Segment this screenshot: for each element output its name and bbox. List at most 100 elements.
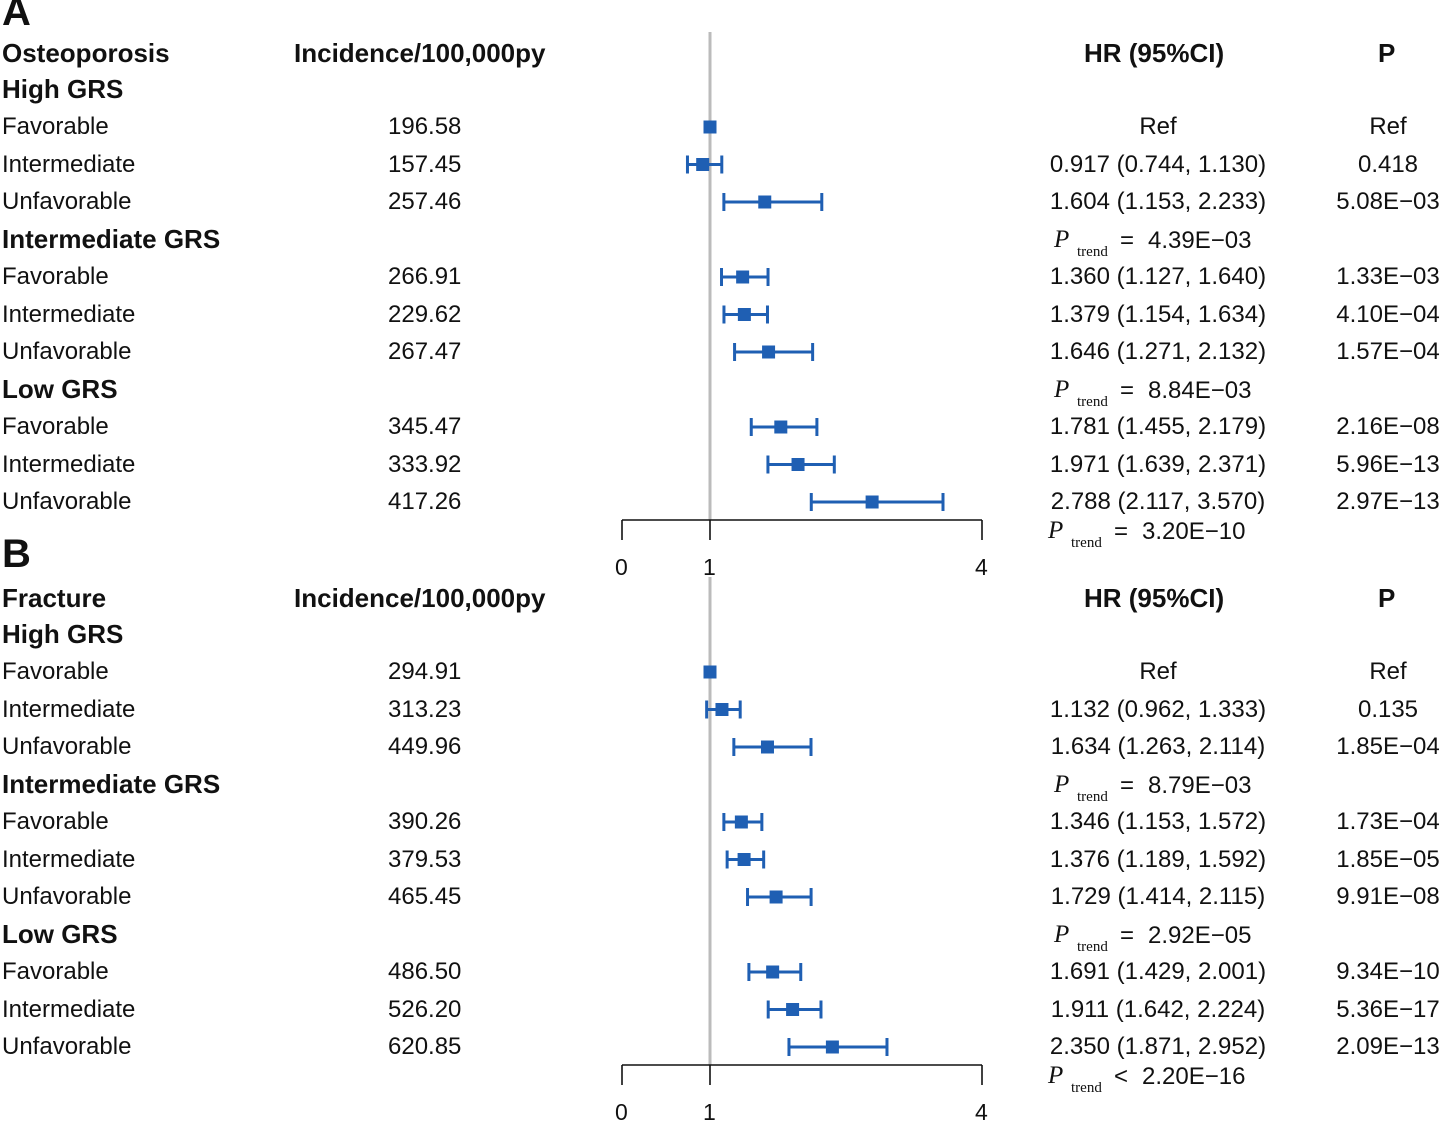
hr-point	[766, 965, 780, 979]
hr-ci-text: 1.346 (1.153, 1.572)	[1049, 808, 1267, 835]
hr-point	[786, 1003, 800, 1016]
hr-ci-text: 1.691 (1.429, 2.001)	[1049, 958, 1267, 985]
trend-p-symbol: P	[1054, 375, 1070, 403]
p-value: 1.85E−05	[1336, 845, 1440, 873]
hr-point	[760, 740, 774, 754]
hr-point	[715, 703, 729, 716]
hr-ci-text: 1.360 (1.127, 1.640)	[1049, 263, 1267, 290]
trend-value: 2.92E−05	[1148, 921, 1252, 949]
group-heading: Intermediate GRS	[2, 223, 221, 254]
p-value: 4.10E−04	[1336, 300, 1440, 328]
hr-ci-text: Ref	[1139, 113, 1177, 140]
trend-operator: =	[1114, 518, 1129, 545]
row-label: Unfavorable	[2, 883, 132, 910]
x-tick-label: 4	[975, 554, 988, 580]
p-value: 0.135	[1357, 695, 1419, 723]
incidence-value: 294.91	[388, 658, 462, 685]
panel-letter: A	[2, 0, 31, 34]
trend-p-symbol: P	[1054, 770, 1070, 798]
row-label: Unfavorable	[2, 338, 132, 365]
hr-point	[865, 495, 879, 509]
trend-p-symbol: P	[1048, 517, 1064, 544]
group-heading: Low GRS	[2, 373, 118, 404]
hr-ci-text: Ref	[1139, 658, 1177, 685]
x-tick-label: 0	[615, 1099, 628, 1125]
hr-point	[825, 1040, 839, 1054]
p-value: 1.33E−03	[1336, 263, 1440, 290]
incidence-value: 417.26	[388, 488, 462, 515]
group-heading: Intermediate GRS	[2, 768, 221, 799]
hr-point	[762, 345, 776, 359]
p-header: P	[1378, 38, 1396, 68]
row-label: Intermediate	[2, 450, 136, 478]
hr-point	[758, 195, 772, 209]
forest-plot	[621, 32, 983, 540]
incidence-value: 229.62	[388, 300, 462, 328]
panel-letter: B	[2, 532, 31, 576]
trend-subscript: trend	[1071, 1080, 1102, 1096]
trend-value: 4.39E−03	[1148, 226, 1252, 254]
trend-subscript: trend	[1077, 788, 1108, 805]
group-heading: Low GRS	[2, 918, 118, 949]
row-label: Favorable	[2, 958, 109, 985]
trend-value: 8.84E−03	[1148, 376, 1252, 404]
p-value: 9.91E−08	[1336, 883, 1440, 910]
incidence-value: 379.53	[388, 845, 462, 873]
trend-operator: =	[1120, 921, 1135, 949]
trend-subscript: trend	[1077, 243, 1108, 260]
hr-point	[696, 158, 710, 171]
p-value: 2.09E−13	[1336, 1033, 1440, 1060]
x-tick-label: 0	[615, 554, 628, 580]
hr-point	[737, 853, 751, 866]
trend-operator: <	[1114, 1063, 1129, 1090]
incidence-value: 257.46	[388, 188, 462, 215]
p-value: 5.36E−17	[1336, 995, 1440, 1023]
p-value: Ref	[1369, 658, 1407, 685]
hr-header: HR (95%CI)	[1084, 583, 1225, 613]
trend-value: 3.20E−10	[1142, 518, 1246, 545]
x-tick-label: 1	[703, 1099, 716, 1125]
hr-ci-text: 1.132 (0.962, 1.333)	[1049, 695, 1267, 723]
p-value: 1.73E−04	[1336, 808, 1440, 835]
trend-operator: =	[1120, 226, 1135, 254]
row-label: Intermediate	[2, 150, 136, 178]
hr-ci-text: 1.634 (1.263, 2.114)	[1050, 733, 1266, 760]
hr-ci-text: 2.350 (1.871, 2.952)	[1049, 1033, 1267, 1060]
p-value: 1.57E−04	[1336, 338, 1440, 365]
incidence-value: 333.92	[388, 450, 462, 478]
incidence-header: Incidence/100,000py	[294, 38, 546, 68]
row-label: Favorable	[2, 263, 109, 290]
hr-point	[791, 458, 805, 471]
trend-operator: =	[1120, 771, 1135, 799]
trend-p-symbol: P	[1054, 225, 1070, 253]
trend-subscript: trend	[1071, 535, 1102, 551]
trend-subscript: trend	[1077, 393, 1108, 410]
row-label: Unfavorable	[2, 188, 132, 215]
row-label: Unfavorable	[2, 1033, 132, 1060]
outcome-title: Osteoporosis	[2, 38, 170, 68]
trend-value: 2.20E−16	[1142, 1063, 1246, 1090]
p-header: P	[1378, 583, 1396, 613]
incidence-value: 157.45	[388, 150, 462, 178]
p-value: Ref	[1369, 113, 1407, 140]
outcome-title: Fracture	[2, 583, 107, 613]
trend-operator: =	[1120, 376, 1135, 404]
hr-ci-text: 1.729 (1.414, 2.115)	[1050, 883, 1266, 910]
p-value: 5.96E−13	[1336, 450, 1440, 478]
incidence-value: 267.47	[388, 338, 462, 365]
trend-p-symbol: P	[1048, 1062, 1064, 1089]
row-label: Favorable	[2, 113, 109, 140]
hr-ci-text: 1.646 (1.271, 2.132)	[1049, 338, 1267, 365]
hr-ci-text: 2.788 (2.117, 3.570)	[1050, 488, 1266, 515]
p-value: 1.85E−04	[1336, 733, 1440, 760]
incidence-header: Incidence/100,000py	[294, 583, 546, 613]
incidence-value: 313.23	[388, 695, 462, 723]
row-label: Intermediate	[2, 845, 136, 873]
hr-point	[736, 270, 750, 284]
hr-ci-text: 1.781 (1.455, 2.179)	[1049, 413, 1267, 440]
trend-subscript: trend	[1077, 938, 1108, 955]
incidence-value: 465.45	[388, 883, 462, 910]
x-tick-label: 1	[703, 554, 716, 580]
group-heading: High GRS	[2, 73, 124, 104]
hr-ci-text: 1.379 (1.154, 1.634)	[1049, 300, 1267, 328]
